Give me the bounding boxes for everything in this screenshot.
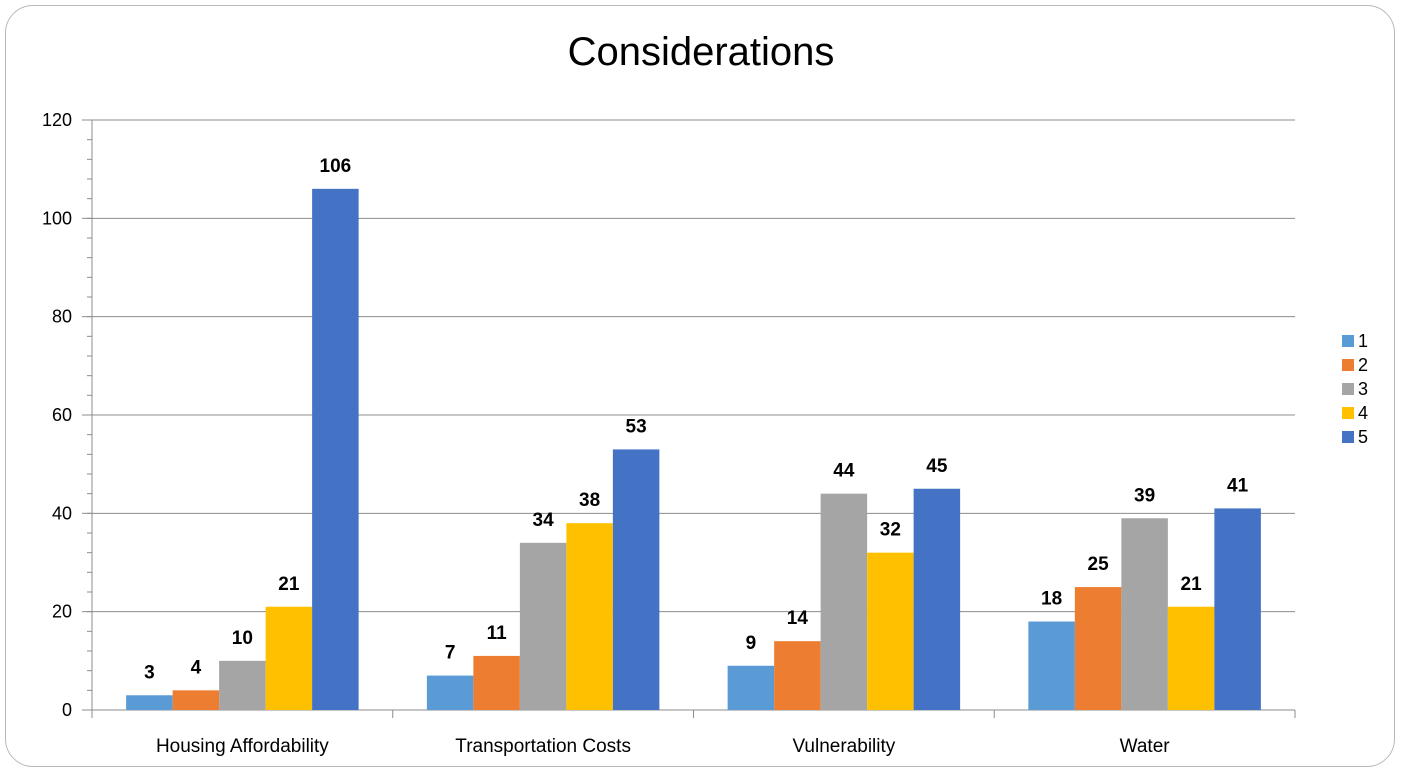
chart-title: Considerations [567,30,835,74]
data-label: 106 [320,156,352,177]
y-tick-label: 60 [52,405,72,425]
bar [172,690,220,710]
y-tick-label: 20 [52,602,72,622]
legend-swatch [1342,383,1354,395]
data-label: 25 [1088,554,1110,575]
legend-swatch [1342,359,1354,371]
data-label: 34 [533,510,555,531]
bar [519,542,567,710]
bar [265,606,313,710]
bar [566,523,613,710]
data-label: 14 [787,608,809,629]
data-label: 7 [445,643,456,664]
legend-label: 4 [1358,403,1368,423]
bar [774,641,821,710]
data-label: 38 [579,490,600,511]
x-category-label: Transportation Costs [455,736,631,757]
data-label: 9 [746,633,757,654]
y-tick-label: 80 [52,307,72,327]
legend-swatch [1342,407,1354,419]
axes: 0 20 40 60 80 100 120 Housing Affordability Tran… [42,110,1296,757]
legend-swatch [1342,335,1354,347]
data-label: 39 [1134,485,1155,506]
x-category-label: Housing Affordability [156,736,329,757]
y-tick-label: 40 [52,503,72,523]
bar [312,188,359,711]
data-label: 10 [232,628,253,649]
bar [1074,587,1122,710]
legend-label: 1 [1358,331,1368,351]
data-label: 11 [487,623,508,644]
bar [820,493,868,710]
y-tick-label: 120 [42,110,72,130]
bar [913,488,961,710]
bar [612,449,660,710]
bar [473,655,520,710]
bar [727,665,775,710]
bar [426,675,474,710]
y-tick-label: 100 [42,208,72,228]
data-label: 53 [626,416,647,437]
data-label: 45 [926,456,948,477]
data-label: 21 [278,574,300,595]
bar [126,695,173,710]
data-label: 18 [1041,589,1062,610]
data-label: 4 [191,657,202,678]
bars [126,188,1261,711]
x-category-label: Water [1120,736,1171,757]
bar [1167,606,1215,710]
bar [1028,621,1075,710]
legend: 1 2 3 4 5 [1342,331,1368,447]
legend-label: 5 [1358,427,1368,447]
data-label: 3 [144,662,155,683]
bar [1214,508,1261,710]
bar [219,660,266,710]
legend-swatch [1342,431,1354,443]
data-label: 21 [1181,574,1203,595]
data-label: 32 [880,520,901,541]
legend-label: 3 [1358,379,1368,399]
bar [867,552,914,710]
y-tick-label: 0 [62,700,72,720]
data-label: 44 [833,461,855,482]
data-label: 41 [1227,475,1249,496]
gridlines [92,119,1295,613]
legend-label: 2 [1358,355,1368,375]
x-category-label: Vulnerability [792,736,895,757]
bar [1121,518,1168,710]
